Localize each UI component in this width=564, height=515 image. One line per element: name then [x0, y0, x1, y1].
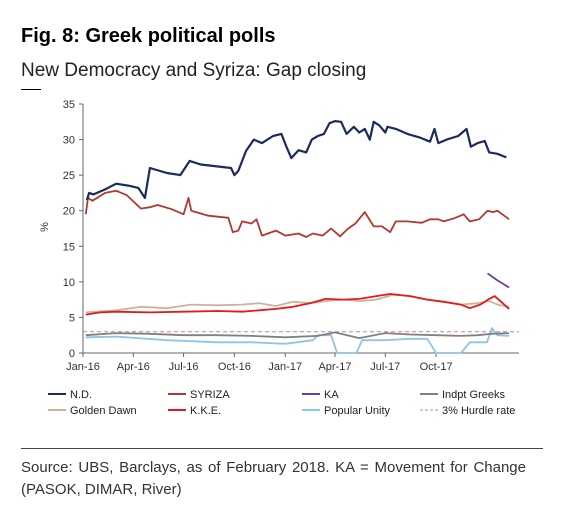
series-line-ka: [486, 272, 510, 289]
series-line-syriza: [84, 189, 510, 238]
x-tick-label: Jan-16: [66, 361, 100, 373]
x-tick-label: Jul-17: [370, 361, 400, 373]
legend-label-indpt-greeks: Indpt Greeks: [442, 389, 505, 401]
y-tick-label: 5: [69, 312, 75, 324]
figure-title: Fig. 8: Greek political polls: [21, 25, 276, 47]
source-note: Source: UBS, Barclays, as of February 20…: [21, 459, 526, 498]
legend-label-ka: KA: [324, 389, 339, 401]
y-tick-label: 10: [63, 277, 75, 289]
y-tick-label: 0: [69, 348, 75, 360]
x-tick-label: Oct-16: [218, 361, 251, 373]
y-tick-label: 15: [63, 241, 75, 253]
series-line-n-d: [85, 120, 507, 201]
x-tick-label: Jan-17: [268, 361, 302, 373]
y-axis-label: %: [39, 222, 51, 232]
series-line-k-k-e: [85, 293, 510, 316]
legend-label-golden-dawn: Golden Dawn: [70, 405, 137, 417]
series-line-popular-unity: [85, 327, 510, 354]
y-tick-label: 25: [63, 170, 75, 182]
x-tick-label: Oct-17: [420, 361, 453, 373]
series-line-golden-dawn: [85, 293, 510, 314]
legend-label-3-hurdle-rate: 3% Hurdle rate: [442, 405, 515, 417]
source-rule: [21, 448, 543, 449]
title-rule: [21, 89, 41, 90]
y-tick-label: 20: [63, 206, 75, 218]
chart-lines: [83, 120, 519, 354]
legend-label-popular-unity: Popular Unity: [324, 405, 391, 417]
x-tick-label: Apr-16: [117, 361, 150, 373]
series-line-indpt-greeks: [85, 331, 510, 339]
y-tick-label: 35: [63, 99, 75, 111]
legend-label-syriza: SYRIZA: [190, 389, 230, 401]
chart-legend: N.D. SYRIZA KA Indpt Greeks Golden Dawn K.K.E…: [48, 389, 515, 417]
x-tick-label: Jul-16: [169, 361, 199, 373]
legend-label-k-k-e: K.K.E.: [190, 405, 221, 417]
chart-area: 0 5 10 15 20 25 30 35 Jan-16 Apr-16 Jul-16 Oct-16 Ja…: [39, 99, 519, 417]
y-tick-label: 30: [63, 135, 75, 147]
figure-subtitle: New Democracy and Syriza: Gap closing: [21, 60, 367, 81]
x-tick-label: Apr-17: [318, 361, 351, 373]
legend-label-n-d: N.D.: [70, 389, 92, 401]
